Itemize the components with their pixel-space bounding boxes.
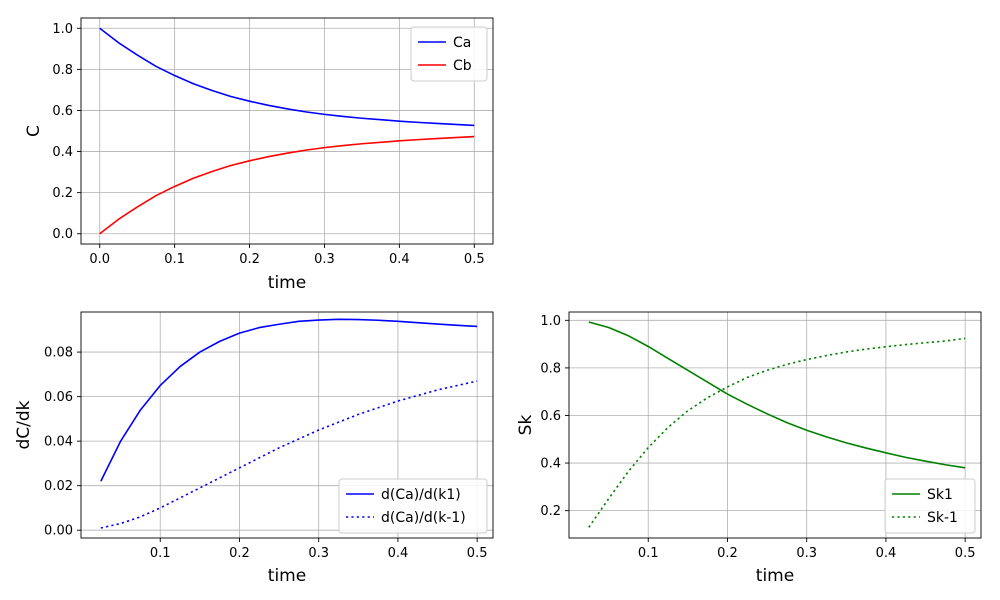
legend-box bbox=[410, 26, 488, 82]
legend-box bbox=[884, 478, 976, 534]
y-axis-title: C bbox=[24, 125, 44, 137]
y-tick-label: 0.8 bbox=[52, 63, 73, 78]
subplot-1: 0.0 0.1 0.2 0.3 0.4 0.5 0.0 0.2 0.4 0.6 0.8 1.0 time… bbox=[24, 17, 494, 293]
x-tick-label: 0.1 bbox=[150, 546, 171, 561]
x-tick-label: 0.1 bbox=[638, 546, 659, 561]
x-axis-title: time bbox=[756, 566, 794, 586]
legend: Sk1 Sk-1 bbox=[884, 478, 976, 534]
legend-label-Sk-1: Sk-1 bbox=[927, 510, 958, 526]
legend-label-Cb: Cb bbox=[453, 58, 472, 74]
axes-frame bbox=[80, 17, 494, 245]
x-axis-title: time bbox=[268, 566, 306, 586]
legend-label-Ca: Ca bbox=[453, 35, 471, 51]
y-tick-label: 0.08 bbox=[44, 346, 73, 361]
x-tick-label: 0.2 bbox=[717, 546, 738, 561]
legend-label-d(Ca)/d(k-1): d(Ca)/d(k-1) bbox=[381, 510, 466, 526]
x-tick-label: 0.5 bbox=[464, 252, 485, 267]
y-tick-label: 0.4 bbox=[52, 145, 73, 160]
y-tick-label: 0.2 bbox=[52, 186, 73, 201]
y-tick-label: 0.2 bbox=[540, 504, 561, 519]
x-tick-label: 0.0 bbox=[89, 252, 110, 267]
x-tick-label: 0.4 bbox=[876, 546, 897, 561]
x-tick-label: 0.3 bbox=[308, 546, 329, 561]
x-tick-label: 0.2 bbox=[229, 546, 250, 561]
y-tick-label: 0.02 bbox=[44, 479, 73, 494]
legend-label-d(Ca)/d(k1): d(Ca)/d(k1) bbox=[381, 487, 461, 503]
x-tick-label: 0.3 bbox=[314, 252, 335, 267]
subplot-2: 0.1 0.2 0.3 0.4 0.5 0.00 0.02 0.04 0.06 0.08 time d… bbox=[14, 311, 494, 586]
legend-label-Sk1: Sk1 bbox=[927, 487, 953, 503]
legend: d(Ca)/d(k1) d(Ca)/d(k-1) bbox=[338, 478, 488, 534]
x-tick-label: 0.1 bbox=[164, 252, 185, 267]
y-tick-label: 0.8 bbox=[540, 361, 561, 376]
y-axis-title: dC/dk bbox=[14, 400, 34, 449]
y-tick-label: 0.4 bbox=[540, 457, 561, 472]
legend: Ca Cb bbox=[410, 26, 488, 82]
legend-box bbox=[338, 478, 488, 534]
y-tick-label: 0.04 bbox=[44, 435, 73, 450]
x-tick-label: 0.4 bbox=[388, 546, 409, 561]
series-line-Ca bbox=[99, 27, 475, 127]
x-tick-label: 0.3 bbox=[796, 546, 817, 561]
x-tick-label: 0.5 bbox=[467, 546, 488, 561]
series-line-Sk1 bbox=[588, 321, 966, 469]
x-tick-label: 0.4 bbox=[389, 252, 410, 267]
axes-frame bbox=[80, 311, 494, 539]
y-tick-label: 1.0 bbox=[540, 314, 561, 329]
y-tick-label: 0.0 bbox=[52, 227, 73, 242]
y-tick-label: 0.06 bbox=[44, 390, 73, 405]
axes-frame bbox=[568, 311, 982, 539]
y-tick-label: 0.00 bbox=[44, 524, 73, 539]
y-tick-label: 0.6 bbox=[540, 409, 561, 424]
series-line-d(Ca)/d(k1) bbox=[100, 318, 478, 482]
x-tick-label: 0.2 bbox=[239, 252, 260, 267]
y-axis-title: Sk bbox=[516, 415, 536, 436]
x-tick-label: 0.5 bbox=[955, 546, 976, 561]
y-tick-label: 0.6 bbox=[52, 104, 73, 119]
series-line-Cb bbox=[99, 135, 475, 235]
y-tick-label: 1.0 bbox=[52, 22, 73, 37]
series-line-d(Ca)/d(k-1) bbox=[100, 380, 478, 529]
x-axis-title: time bbox=[268, 273, 306, 293]
series-line-Sk-1 bbox=[588, 337, 966, 528]
subplot-3: 0.1 0.2 0.3 0.4 0.50.20.40.60.81.0timeSkSk1S… bbox=[516, 311, 982, 586]
